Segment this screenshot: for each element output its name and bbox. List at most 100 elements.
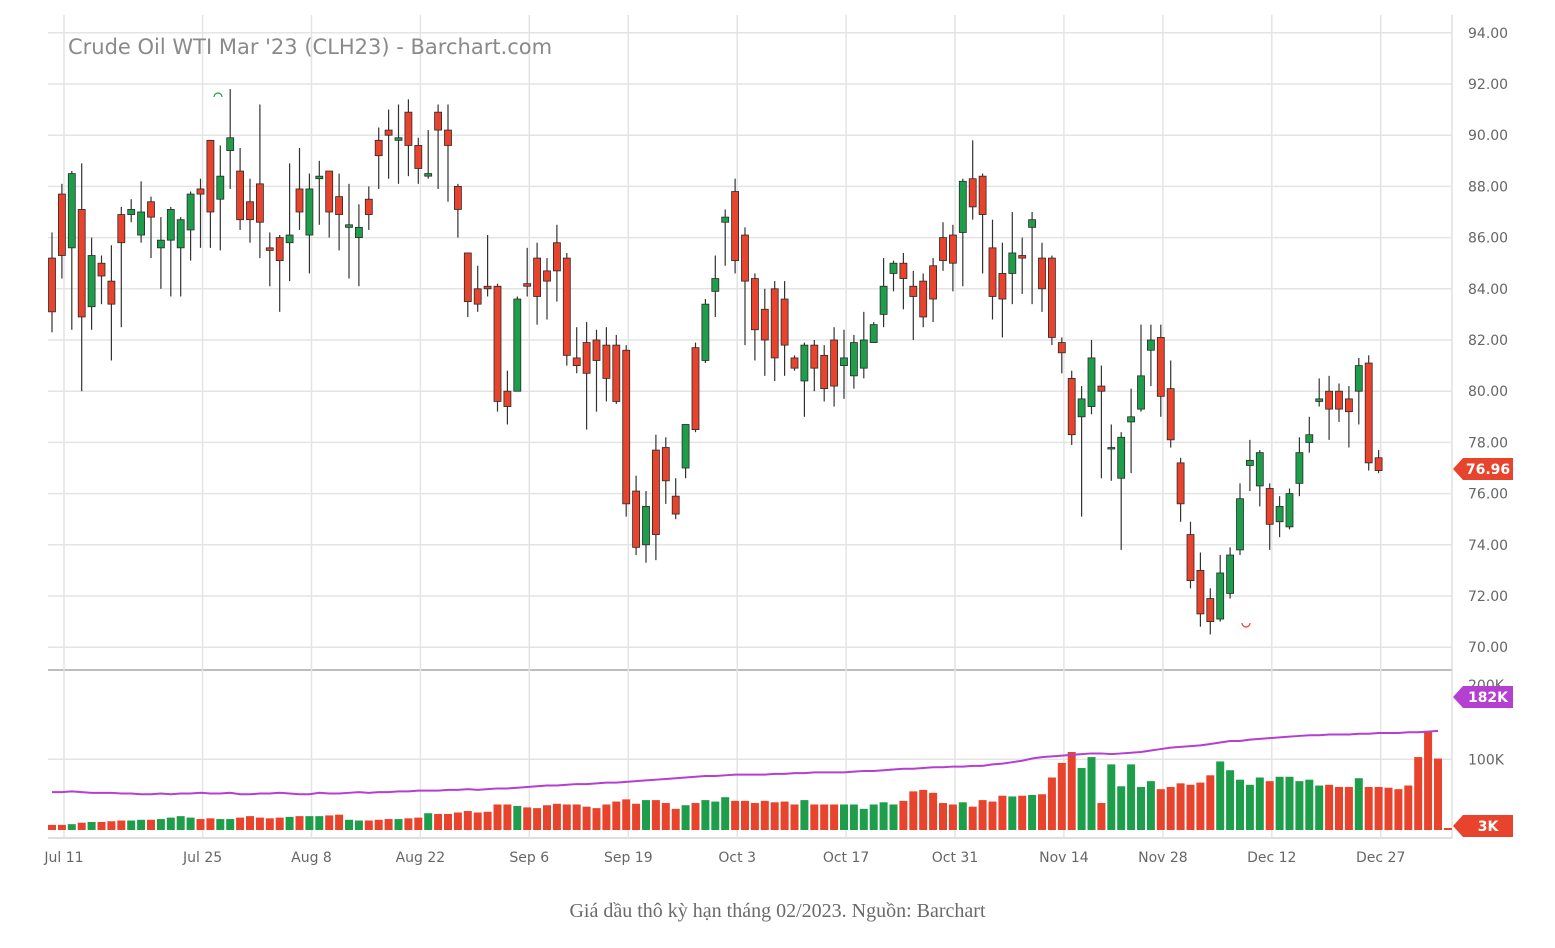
volume-bar (1414, 757, 1423, 830)
volume-bar (1107, 764, 1116, 830)
candle (523, 247, 532, 297)
x-tick-label: Sep 19 (604, 850, 653, 866)
volume-bar (1038, 794, 1046, 830)
volume-bar (414, 817, 423, 830)
candle-body (1097, 385, 1106, 392)
candle-body (374, 139, 383, 157)
volume-bar (810, 804, 819, 830)
volume-bar (87, 821, 96, 830)
y-tick-label: 72.00 (1468, 589, 1508, 605)
candle-body (701, 303, 710, 361)
volume-bar (1255, 777, 1264, 830)
candle-body (711, 278, 720, 292)
volume-bar (562, 804, 571, 830)
candle (1255, 450, 1264, 507)
candle (889, 260, 898, 292)
candle-body (1206, 598, 1215, 622)
candle-body (859, 339, 868, 369)
candle-body (1345, 398, 1353, 413)
candle-body (1236, 498, 1244, 551)
candle-body (354, 226, 363, 239)
candle-body (414, 145, 423, 169)
candle-body (176, 219, 185, 249)
volume-bar (642, 800, 650, 830)
candle-body (671, 495, 680, 515)
candle-body (731, 191, 739, 262)
candle-body (562, 257, 571, 356)
volume-bar (622, 799, 631, 830)
candle-body (869, 324, 878, 343)
candle (721, 209, 730, 266)
candle-body (1285, 493, 1294, 528)
volume-bar (77, 822, 86, 830)
candle (1354, 357, 1363, 425)
volume-bar (176, 816, 185, 830)
volume-bar (1018, 795, 1027, 830)
candle-body (533, 257, 541, 297)
candle (483, 235, 492, 297)
candle-body (652, 449, 660, 535)
candle (939, 222, 947, 271)
candle-body (612, 344, 621, 402)
volume-bar (978, 800, 987, 830)
volume-bar (1216, 761, 1225, 830)
candle (949, 224, 957, 292)
candle-body (58, 193, 66, 256)
candle-body (434, 111, 443, 131)
volume-bar (394, 819, 403, 830)
volume-bar (939, 803, 947, 830)
candle (1206, 588, 1215, 635)
candle-body (1325, 390, 1333, 410)
candle (562, 252, 571, 366)
volume-bar (780, 801, 789, 830)
volume-bar (899, 800, 908, 830)
candle (780, 281, 789, 376)
candle (414, 137, 423, 184)
x-tick-label: Dec 27 (1356, 850, 1405, 866)
volume-bar (364, 820, 373, 830)
candle (503, 370, 512, 425)
candle-body (919, 280, 928, 318)
volume-bar (1384, 787, 1393, 830)
candle-body (1038, 257, 1046, 290)
avg-volume-badge: 182K (1453, 686, 1513, 708)
candle (137, 181, 146, 243)
x-tick-label: Oct 31 (932, 850, 978, 866)
volume-bar (295, 816, 304, 830)
volume-bar (345, 819, 353, 830)
candle-body (1127, 416, 1135, 423)
candle (632, 475, 640, 556)
volume-bar (196, 819, 205, 830)
y-tick-label: 78.00 (1468, 435, 1508, 451)
volume-bar (1057, 762, 1066, 830)
candle (1008, 212, 1017, 305)
volume-bar (582, 806, 591, 830)
volume-bar (1156, 789, 1165, 830)
candle-body (196, 188, 205, 195)
candle (612, 334, 621, 404)
volume-bar (1364, 786, 1373, 830)
candle (1374, 450, 1383, 474)
y-tick-label: 76.00 (1468, 487, 1508, 503)
candle (760, 288, 769, 376)
candle-body (394, 137, 403, 141)
candle (1345, 386, 1353, 448)
candle-body (1166, 388, 1175, 441)
candle (1147, 324, 1155, 387)
candle (374, 127, 383, 189)
volume-average-line (52, 729, 1439, 796)
volume-bar (543, 805, 551, 830)
candle (97, 255, 106, 305)
volume-bar (760, 800, 769, 830)
candle-body (137, 211, 146, 236)
candle (533, 242, 541, 325)
candle-body (1028, 219, 1036, 228)
volume-bar (354, 820, 363, 830)
volume-bar (632, 803, 641, 830)
volume-bar (948, 804, 957, 830)
volume-bar (137, 819, 146, 830)
volume-bar (800, 800, 809, 830)
volume-bar (1245, 784, 1254, 830)
candle (1107, 424, 1116, 481)
volume-bar (1127, 764, 1136, 830)
